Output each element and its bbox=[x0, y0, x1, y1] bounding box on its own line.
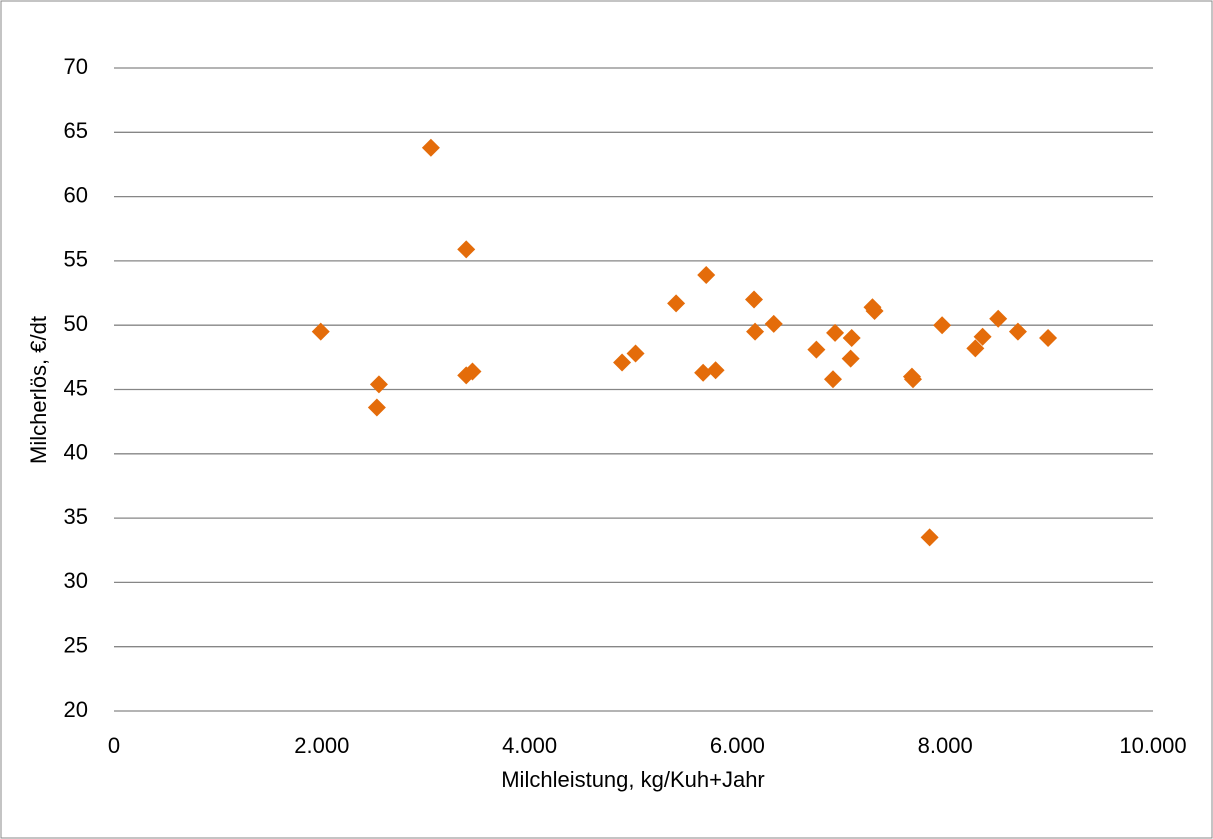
point bbox=[826, 323, 845, 342]
point bbox=[933, 316, 952, 335]
point bbox=[745, 290, 764, 309]
x-tick-label: 10.000 bbox=[1119, 733, 1186, 758]
y-tick-label: 25 bbox=[64, 633, 88, 658]
point bbox=[613, 353, 632, 372]
x-tick-label: 4.000 bbox=[502, 733, 557, 758]
x-axis-label: Milchleistung, kg/Kuh+Jahr bbox=[501, 767, 765, 792]
y-tick-label: 40 bbox=[64, 440, 88, 465]
point bbox=[841, 349, 860, 368]
y-tick-label: 55 bbox=[64, 247, 88, 272]
x-tick-label: 2.000 bbox=[294, 733, 349, 758]
point bbox=[989, 309, 1008, 328]
point bbox=[626, 344, 645, 363]
point bbox=[973, 327, 992, 346]
point bbox=[694, 363, 713, 382]
point bbox=[367, 398, 386, 417]
point bbox=[457, 240, 476, 259]
point bbox=[697, 266, 716, 285]
y-tick-label: 50 bbox=[64, 311, 88, 336]
point bbox=[746, 322, 765, 341]
point bbox=[865, 302, 884, 321]
x-tick-label: 6.000 bbox=[710, 733, 765, 758]
point bbox=[311, 322, 330, 341]
point bbox=[369, 375, 388, 394]
point bbox=[463, 362, 482, 381]
point bbox=[966, 339, 985, 358]
point bbox=[807, 340, 826, 359]
point bbox=[421, 138, 440, 157]
y-tick-label: 35 bbox=[64, 504, 88, 529]
y-axis-label: Milcherlös, €/dt bbox=[26, 316, 51, 464]
point bbox=[920, 528, 939, 547]
y-tick-label: 70 bbox=[64, 54, 88, 79]
x-tick-label: 8.000 bbox=[918, 733, 973, 758]
point bbox=[764, 314, 783, 333]
point bbox=[1008, 322, 1027, 341]
y-tick-label: 45 bbox=[64, 375, 88, 400]
y-tick-label: 65 bbox=[64, 118, 88, 143]
point bbox=[667, 294, 686, 313]
y-tick-label: 20 bbox=[64, 697, 88, 722]
point bbox=[823, 370, 842, 389]
point bbox=[1039, 329, 1058, 348]
point bbox=[842, 329, 861, 348]
y-tick-label: 60 bbox=[64, 182, 88, 207]
point bbox=[903, 370, 922, 389]
x-tick-label: 0 bbox=[108, 733, 120, 758]
point bbox=[706, 361, 725, 380]
y-tick-label: 30 bbox=[64, 568, 88, 593]
